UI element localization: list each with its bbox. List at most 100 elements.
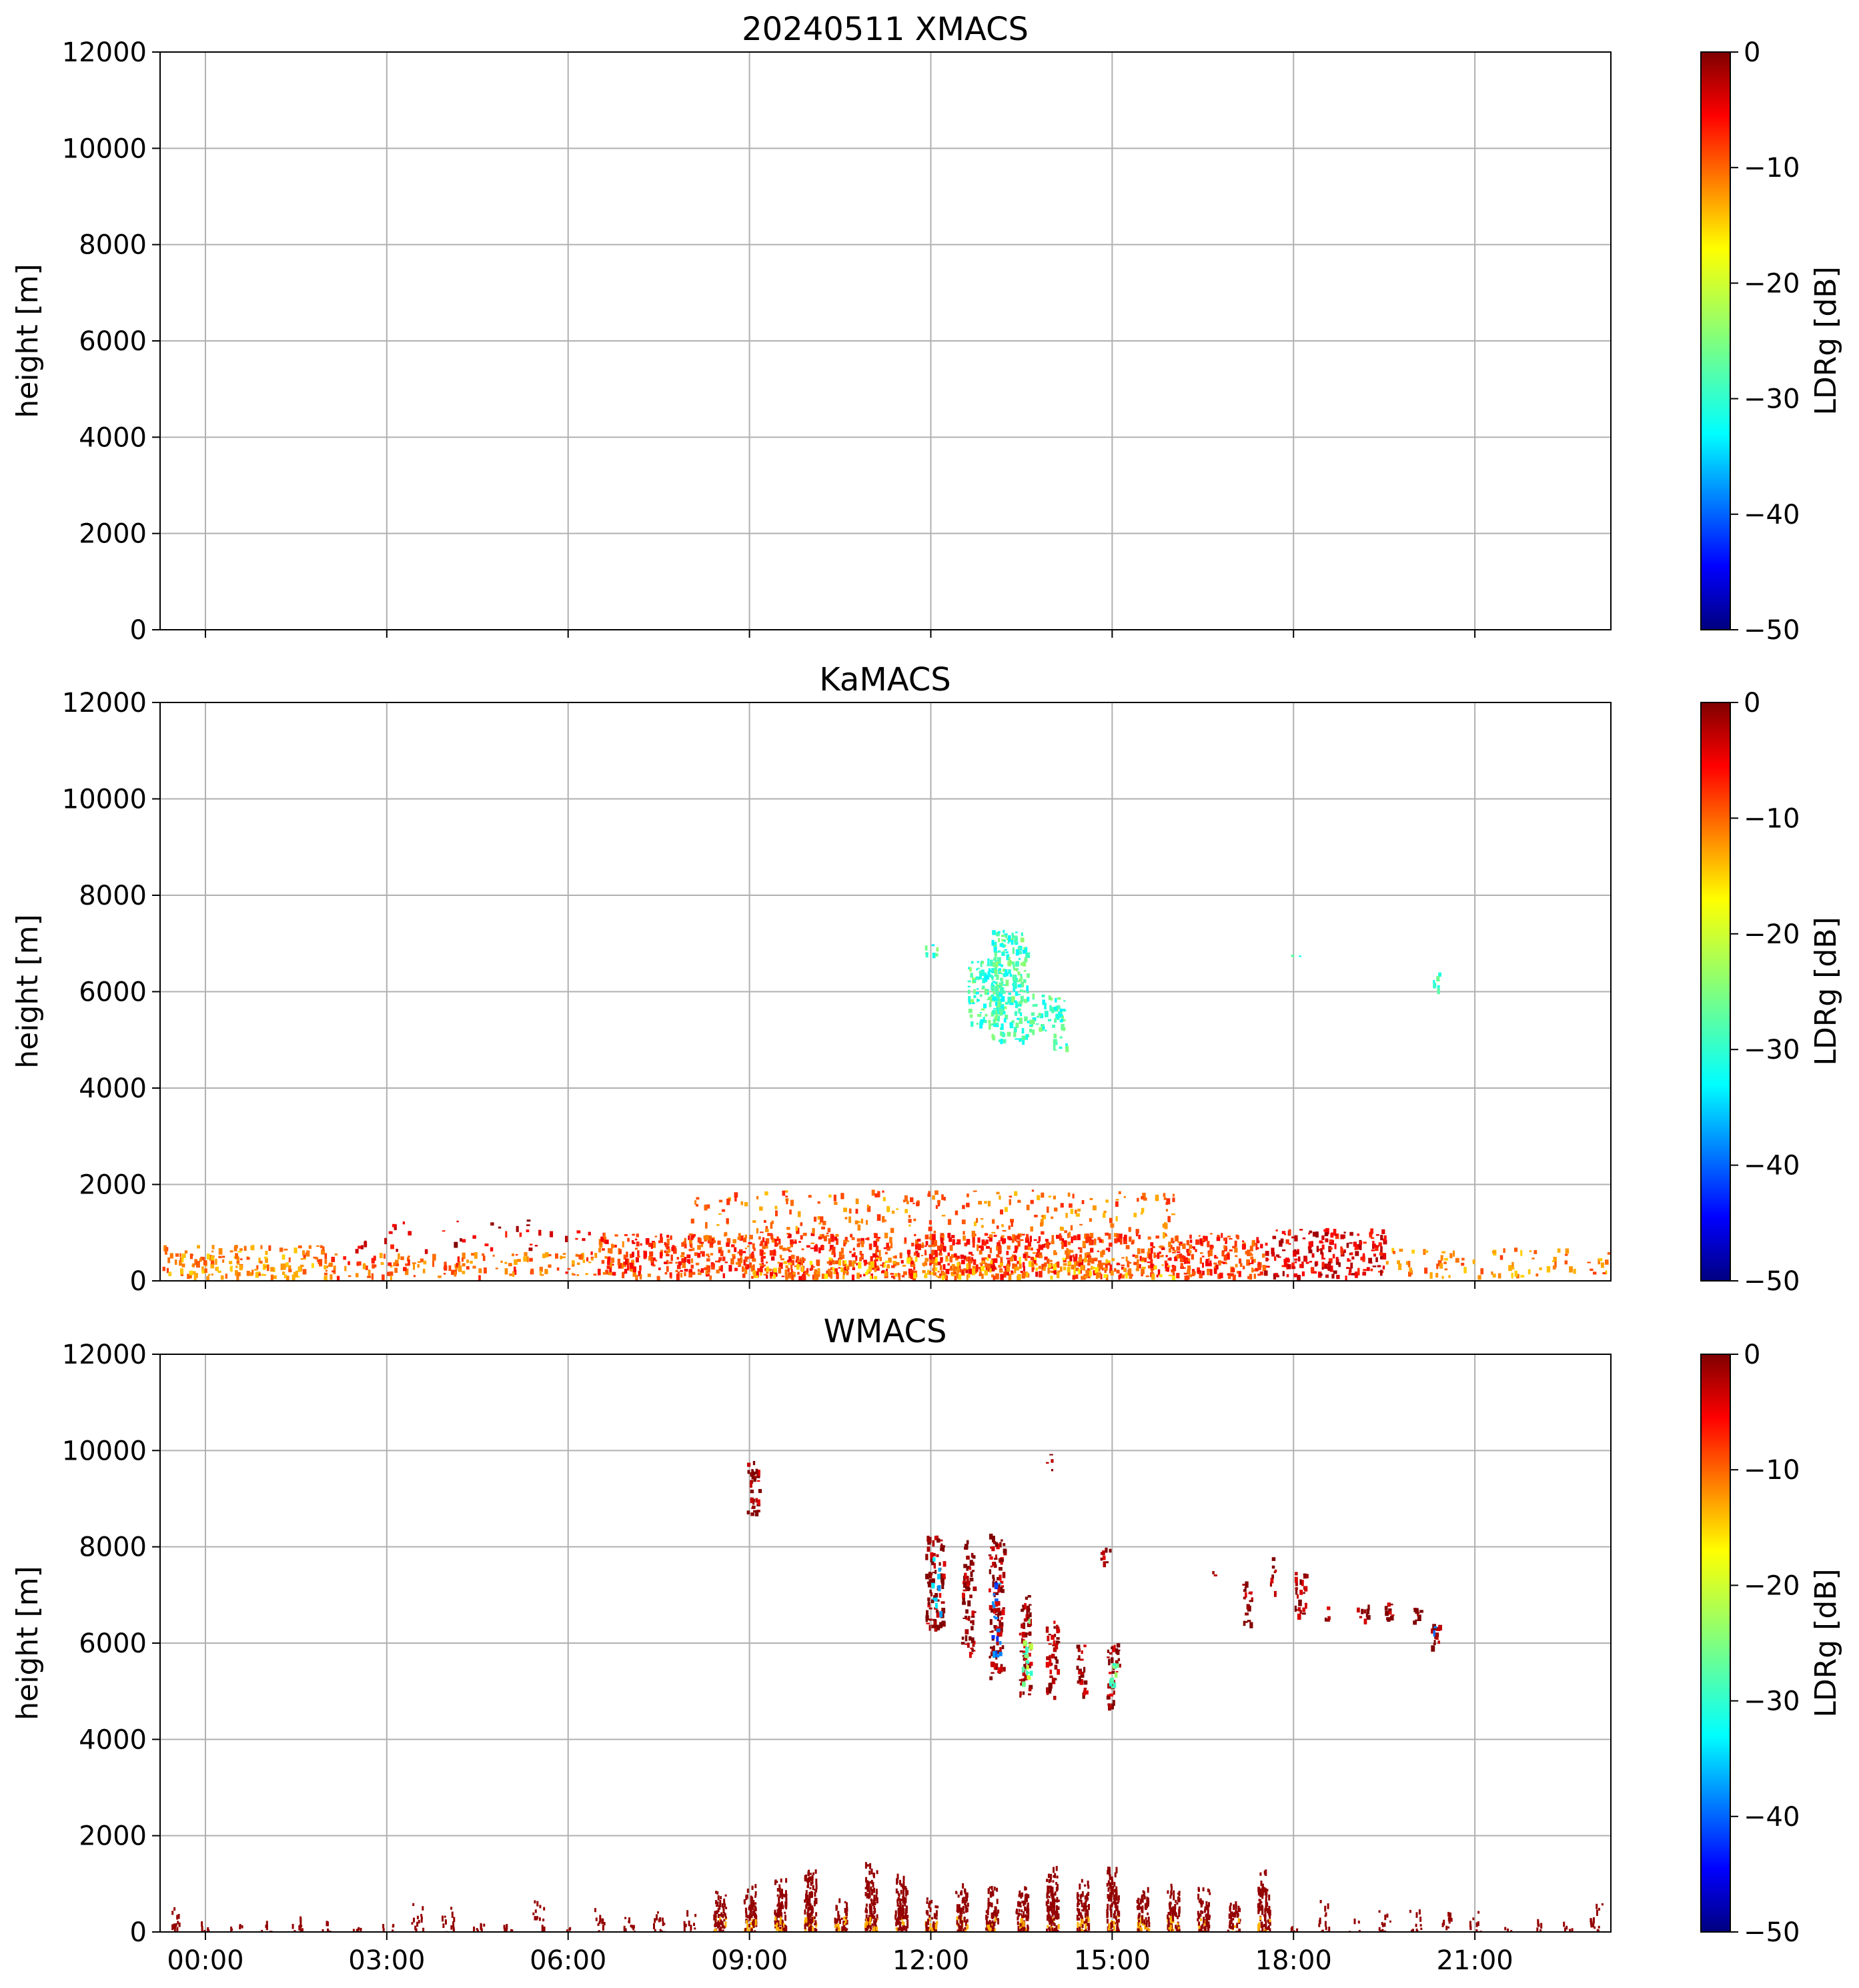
data-pixel [1077,1234,1081,1241]
data-pixel [750,1252,754,1259]
data-pixel [1017,1241,1021,1247]
data-pixel [1047,1019,1052,1021]
data-pixel [941,1194,944,1200]
data-pixel [966,1919,969,1923]
data-pixel [680,1273,683,1278]
data-pixel [1017,1017,1020,1020]
data-pixel [1031,1189,1035,1192]
data-pixel [1078,1670,1082,1674]
data-pixel [836,1238,839,1246]
data-pixel [1053,1250,1057,1256]
data-pixel [781,1893,784,1899]
data-pixel [1041,994,1045,998]
data-pixel [777,1242,781,1245]
data-pixel [961,1270,965,1275]
data-pixel [895,1927,898,1931]
data-pixel [788,1250,792,1252]
data-pixel [843,1207,847,1212]
data-pixel [973,1586,977,1591]
data-pixel [987,1236,990,1238]
data-pixel [698,1237,702,1244]
data-pixel [963,1888,966,1893]
data-pixel [972,1242,975,1248]
data-pixel [1195,1249,1197,1252]
data-pixel [1243,1589,1247,1592]
data-pixel [1107,1656,1110,1658]
data-pixel [826,1261,830,1264]
data-pixel [925,1615,929,1620]
data-pixel [766,1266,769,1272]
data-pixel [1086,1930,1089,1932]
data-pixel [1431,1628,1433,1634]
data-pixel [1053,1696,1057,1700]
data-pixel [1001,1235,1005,1238]
data-pixel [1573,1268,1576,1274]
data-pixel [1002,969,1007,972]
data-pixel [1010,1219,1015,1223]
data-pixel [994,1917,997,1922]
data-pixel [542,1254,546,1258]
data-pixel [1049,1929,1051,1932]
data-pixel [273,1267,275,1272]
data-pixel [702,1251,705,1257]
data-pixel [1181,1255,1185,1259]
data-pixel [1024,1915,1027,1918]
data-pixel [178,1922,181,1927]
data-pixel [973,989,977,994]
data-region [1046,1454,1054,1472]
data-pixel [1081,1903,1083,1907]
data-pixel [1041,1264,1045,1271]
data-pixel [1141,1266,1146,1270]
data-pixel [1123,1268,1127,1272]
data-pixel [891,1276,894,1278]
data-pixel [961,1910,963,1915]
data-pixel [1025,1887,1027,1891]
data-pixel [606,1266,610,1270]
data-pixel [1051,997,1053,1001]
data-pixel [1164,1223,1168,1229]
data-pixel [1239,1258,1242,1264]
data-pixel [324,1276,328,1281]
data-pixel [235,1270,238,1276]
data-pixel [874,1901,876,1905]
data-pixel [1029,1235,1032,1242]
data-pixel [1366,1608,1370,1614]
data-pixel [1159,1274,1163,1278]
data-pixel [909,1273,913,1276]
data-pixel [1028,1608,1031,1611]
data-pixel [582,1260,586,1264]
data-pixel [1349,1242,1353,1244]
data-pixel [1172,1247,1175,1251]
data-pixel [1191,1254,1194,1260]
data-pixel [1061,1227,1064,1231]
data-pixel [1106,1909,1109,1914]
data-pixel [739,1249,743,1256]
data-pixel [530,1244,533,1246]
data-pixel [1362,1272,1366,1276]
data-pixel [835,1905,838,1911]
data-pixel [777,1927,780,1931]
data-pixel [1023,1668,1027,1670]
data-pixel [1111,1887,1114,1891]
data-pixel [722,1906,725,1910]
data-pixel [482,1256,486,1262]
data-pixel [830,1239,834,1242]
data-pixel [997,1918,999,1925]
data-pixel [866,1885,868,1889]
data-pixel [1019,1929,1022,1932]
data-pixel [321,1249,326,1255]
data-pixel [1025,1272,1029,1278]
data-pixel [1511,1262,1514,1268]
data-pixel [1115,1867,1118,1874]
data-pixel [1259,1271,1263,1276]
data-pixel [906,1915,909,1919]
data-pixel [1107,1649,1110,1653]
data-pixel [837,1923,840,1929]
data-pixel [624,1917,627,1919]
data-pixel [1002,1607,1005,1610]
data-pixel [1335,1257,1339,1262]
data-pixel [876,1914,878,1920]
data-pixel [1078,1676,1081,1682]
data-pixel [1129,1274,1133,1279]
data-pixel [726,1198,730,1205]
